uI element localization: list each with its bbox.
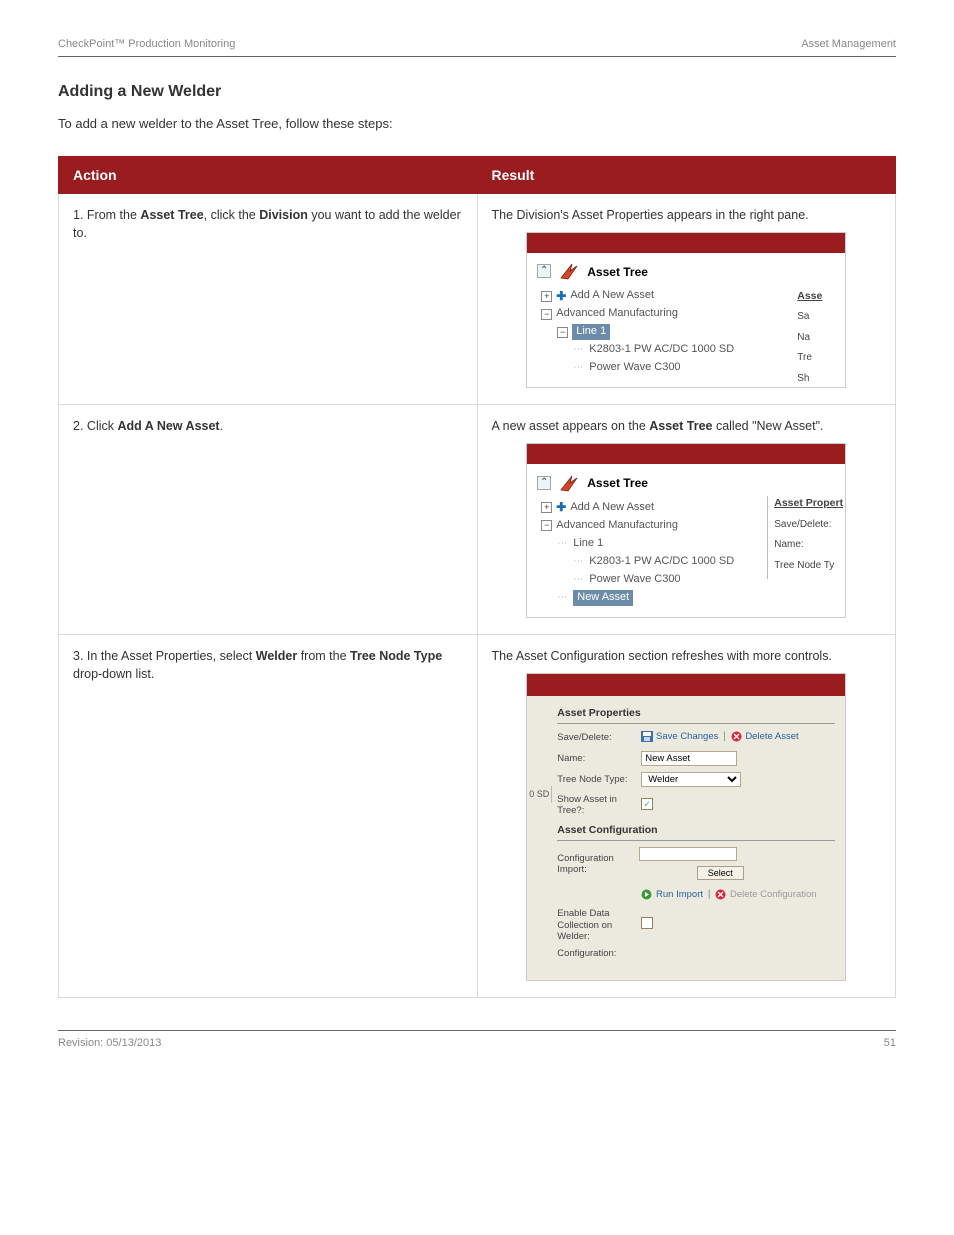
group-asset-properties: Asset Properties <box>557 706 835 724</box>
header-product: CheckPoint™ Production Monitoring <box>58 38 235 50</box>
col-result: Result <box>477 156 896 193</box>
step-1-result: The Division's Asset Properties appears … <box>477 193 896 405</box>
step-1-action: 1. From the Asset Tree, click the Divisi… <box>59 193 478 405</box>
asset-properties-shot: 0 SD Asset Properties Save/Delete: Save … <box>526 673 846 981</box>
step-3-action: 3. In the Asset Properties, select Welde… <box>59 634 478 997</box>
run-import-link[interactable]: Run Import <box>656 889 703 900</box>
asset-tree-icon <box>559 261 579 281</box>
delete-asset-link[interactable]: Delete Asset <box>745 731 798 742</box>
asset-tree-shot-2: ⌃ Asset Tree ✚ Add A New Asset Advanced … <box>526 443 846 617</box>
asset-tree-icon <box>559 473 579 493</box>
show-in-tree-checkbox[interactable] <box>641 798 653 810</box>
step-3-result: The Asset Configuration section refreshe… <box>477 634 896 997</box>
step-row-1: 1. From the Asset Tree, click the Divisi… <box>59 193 896 405</box>
add-icon[interactable]: ✚ <box>556 499 566 516</box>
collapse-icon[interactable]: ⌃ <box>537 264 551 278</box>
footer-page: 51 <box>884 1037 896 1049</box>
group-asset-configuration: Asset Configuration <box>557 823 835 841</box>
page-header: CheckPoint™ Production Monitoring Asset … <box>58 0 896 57</box>
label-name: Name: <box>557 753 635 764</box>
step-2-result: A new asset appears on the Asset Tree ca… <box>477 405 896 635</box>
tree-root[interactable]: Advanced Manufacturing <box>556 518 678 534</box>
run-import-icon <box>641 889 653 900</box>
tree-node-type-select[interactable]: Welder <box>641 772 741 787</box>
expand-icon[interactable] <box>557 327 568 338</box>
add-new-asset-link[interactable]: Add A New Asset <box>570 288 654 304</box>
label-configuration: Configuration: <box>557 948 635 959</box>
tree-welder-1[interactable]: K2803-1 PW AC/DC 1000 SD <box>589 554 734 570</box>
name-input[interactable] <box>641 751 737 766</box>
select-button[interactable]: Select <box>697 866 744 880</box>
step-row-3: 3. In the Asset Properties, select Welde… <box>59 634 896 997</box>
tree-line1-selected[interactable]: Line 1 <box>572 324 610 340</box>
edge-fragment: 0 SD <box>527 786 552 803</box>
steps-table: Action Result 1. From the Asset Tree, cl… <box>58 156 896 998</box>
asset-tree-shot-1: ⌃ Asset Tree ✚ Add A New Asset Advanced … <box>526 232 846 388</box>
tree-root[interactable]: Advanced Manufacturing <box>556 306 678 322</box>
intro-text: To add a new welder to the Asset Tree, f… <box>58 115 896 134</box>
panel-title: Asset Tree <box>587 264 648 281</box>
label-enable-data: Enable Data Collection on Welder: <box>557 908 635 942</box>
save-changes-link[interactable]: Save Changes <box>656 731 718 742</box>
asset-tree[interactable]: ✚ Add A New Asset Advanced Manufacturing… <box>531 499 741 607</box>
page-footer: Revision: 05/13/2013 51 <box>58 1030 896 1049</box>
config-import-path[interactable] <box>639 847 737 861</box>
enable-data-checkbox[interactable] <box>641 917 653 929</box>
section-title: Adding a New Welder <box>58 83 896 101</box>
expand-icon[interactable] <box>541 520 552 531</box>
delete-config-link[interactable]: Delete Configuration <box>730 889 817 900</box>
add-icon[interactable]: ✚ <box>556 288 566 305</box>
step-row-2: 2. Click Add A New Asset. A new asset ap… <box>59 405 896 635</box>
side-labels-partial: Asse Sa Na Tre Sh <box>797 289 845 392</box>
step-2-action: 2. Click Add A New Asset. <box>59 405 478 635</box>
label-save-delete: Save/Delete: <box>557 732 635 743</box>
add-new-asset-link[interactable]: Add A New Asset <box>570 500 654 516</box>
delete-config-icon <box>715 889 727 900</box>
expand-icon[interactable] <box>541 291 552 302</box>
expand-icon[interactable] <box>541 502 552 513</box>
tree-welder-1[interactable]: K2803-1 PW AC/DC 1000 SD <box>589 342 734 358</box>
side-labels-partial: Asset Propert Save/Delete: Name: Tree No… <box>767 496 845 579</box>
expand-icon[interactable] <box>541 309 552 320</box>
delete-icon <box>731 731 743 742</box>
col-action: Action <box>59 156 478 193</box>
panel-title: Asset Tree <box>587 475 648 492</box>
tree-new-asset-selected[interactable]: New Asset <box>573 590 633 606</box>
save-icon <box>641 731 653 742</box>
tree-line1[interactable]: Line 1 <box>573 536 603 552</box>
label-show-in-tree: Show Asset in Tree?: <box>557 794 635 817</box>
tree-welder-2[interactable]: Power Wave C300 <box>589 572 680 588</box>
tree-welder-2[interactable]: Power Wave C300 <box>589 360 680 376</box>
label-config-import: Configuration Import: <box>557 853 633 876</box>
header-section: Asset Management <box>801 38 896 50</box>
asset-tree[interactable]: ✚ Add A New Asset Advanced Manufacturing… <box>531 287 761 377</box>
collapse-icon[interactable]: ⌃ <box>537 476 551 490</box>
footer-revision: Revision: 05/13/2013 <box>58 1037 161 1049</box>
label-tree-node-type: Tree Node Type: <box>557 774 635 785</box>
